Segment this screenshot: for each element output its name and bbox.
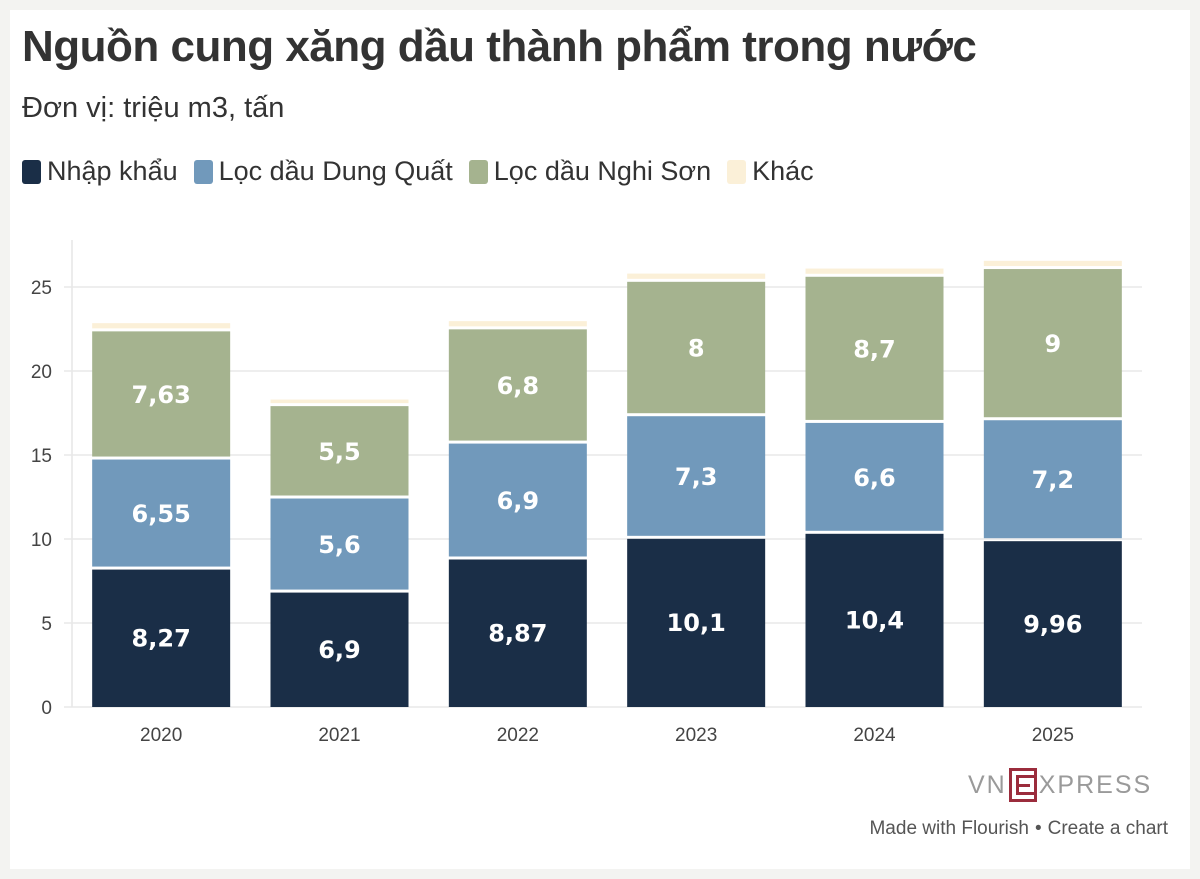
legend-swatch [22, 159, 41, 184]
legend-label: Lọc dầu Dung Quất [218, 156, 453, 186]
data-label: 7,2 [1032, 466, 1075, 494]
y-tick-label: 0 [41, 698, 52, 719]
legend-item-1[interactable]: Lọc dầu Dung Quất [193, 156, 453, 187]
bar-segment[interactable] [805, 276, 944, 420]
bar-segment[interactable] [983, 260, 1122, 267]
data-labels: 8,27 6,55 7,63 6,9 5,6 5,5 8,87 6,9 6,8 10,1 7,3 8 1… [132, 330, 1083, 664]
y-tick-label: 20 [31, 362, 52, 383]
made-with-flourish-link[interactable]: Made with Flourish [869, 818, 1029, 839]
create-chart-link[interactable]: Create a chart [1047, 818, 1168, 839]
bar-segment[interactable] [805, 268, 944, 274]
bar-segment[interactable] [92, 569, 231, 707]
bar-segment[interactable] [92, 459, 231, 567]
legend-label: Lọc dầu Nghi Sơn [493, 156, 712, 186]
y-tick-label: 15 [31, 446, 52, 467]
y-tick-label: 25 [31, 278, 52, 299]
bars [92, 260, 1122, 707]
legend-item-0[interactable]: Nhập khẩu [22, 156, 178, 187]
bar-segment[interactable] [983, 269, 1122, 418]
x-tick-label: 2020 [140, 725, 182, 746]
bar-segment[interactable] [270, 592, 409, 707]
chart-title: Nguồn cung xăng dầu thành phẩm trong nướ… [22, 22, 977, 71]
x-tick-label: 2021 [318, 725, 360, 746]
bar-segment[interactable] [92, 323, 231, 329]
data-label: 10,1 [667, 609, 726, 637]
legend-swatch [193, 159, 213, 184]
legend-item-3[interactable]: Khác [727, 156, 814, 187]
bar-segment[interactable] [627, 273, 766, 279]
legend-swatch [468, 159, 488, 184]
bar-segment[interactable] [983, 420, 1122, 539]
footer-separator: • [1034, 818, 1042, 839]
data-label: 7,63 [132, 381, 191, 409]
legend-swatch [727, 159, 747, 184]
data-label: 8,87 [488, 619, 547, 647]
bar-segment[interactable] [448, 443, 587, 557]
bar-segment[interactable] [270, 399, 409, 404]
legend-item-2[interactable]: Lọc dầu Nghi Sơn [468, 156, 712, 187]
grid-lines [64, 240, 1142, 708]
bar-segment[interactable] [627, 281, 766, 414]
y-tick-label: 5 [41, 614, 52, 635]
legend-label: Nhập khẩu [47, 156, 178, 186]
chart-subtitle: Đơn vị: triệu m3, tấn [22, 92, 285, 124]
x-tick-label: 2025 [1032, 725, 1074, 746]
data-label: 6,55 [132, 500, 191, 528]
data-label: 7,3 [675, 463, 718, 491]
bar-segment[interactable] [270, 406, 409, 496]
y-axis-ticks: 0 5 10 15 20 25 [31, 278, 52, 719]
bar-segment[interactable] [805, 422, 944, 531]
data-label: 6,8 [497, 372, 540, 400]
logo-text-right: XPRESS [1038, 770, 1153, 799]
bar-segment[interactable] [627, 538, 766, 707]
data-label: 8,27 [132, 625, 191, 653]
data-label: 8,7 [853, 335, 896, 363]
bar-segment[interactable] [448, 329, 587, 441]
logo-e-mark [1008, 768, 1037, 802]
x-tick-label: 2022 [497, 725, 539, 746]
data-label: 6,6 [853, 464, 896, 492]
bar-segment[interactable] [448, 559, 587, 707]
bar-segment[interactable] [92, 331, 231, 457]
footer: Made with Flourish • Create a chart [869, 818, 1168, 840]
data-label: 9,96 [1023, 610, 1082, 638]
x-axis-ticks: 2020 2021 2022 2023 2024 2025 [140, 725, 1074, 746]
data-label: 5,5 [318, 438, 361, 466]
x-tick-label: 2024 [853, 725, 896, 746]
data-label: 6,9 [318, 636, 361, 664]
vnexpress-logo[interactable]: VN XPRESS [968, 768, 1152, 802]
bar-segment[interactable] [805, 533, 944, 707]
bar-segment[interactable] [983, 541, 1122, 707]
bar-segment[interactable] [627, 416, 766, 536]
legend-label: Khác [752, 156, 814, 186]
y-tick-label: 10 [31, 530, 52, 551]
x-tick-label: 2023 [675, 725, 717, 746]
legend: Nhập khẩu Lọc dầu Dung Quất Lọc dầu Nghi S… [22, 156, 830, 187]
data-label: 6,9 [497, 487, 540, 515]
data-label: 8 [688, 335, 705, 363]
bar-segment[interactable] [448, 321, 587, 327]
data-label: 10,4 [845, 607, 904, 635]
data-label: 9 [1044, 330, 1061, 358]
bar-segment[interactable] [270, 498, 409, 590]
data-label: 5,6 [318, 531, 361, 559]
logo-text-left: VN [968, 770, 1007, 799]
